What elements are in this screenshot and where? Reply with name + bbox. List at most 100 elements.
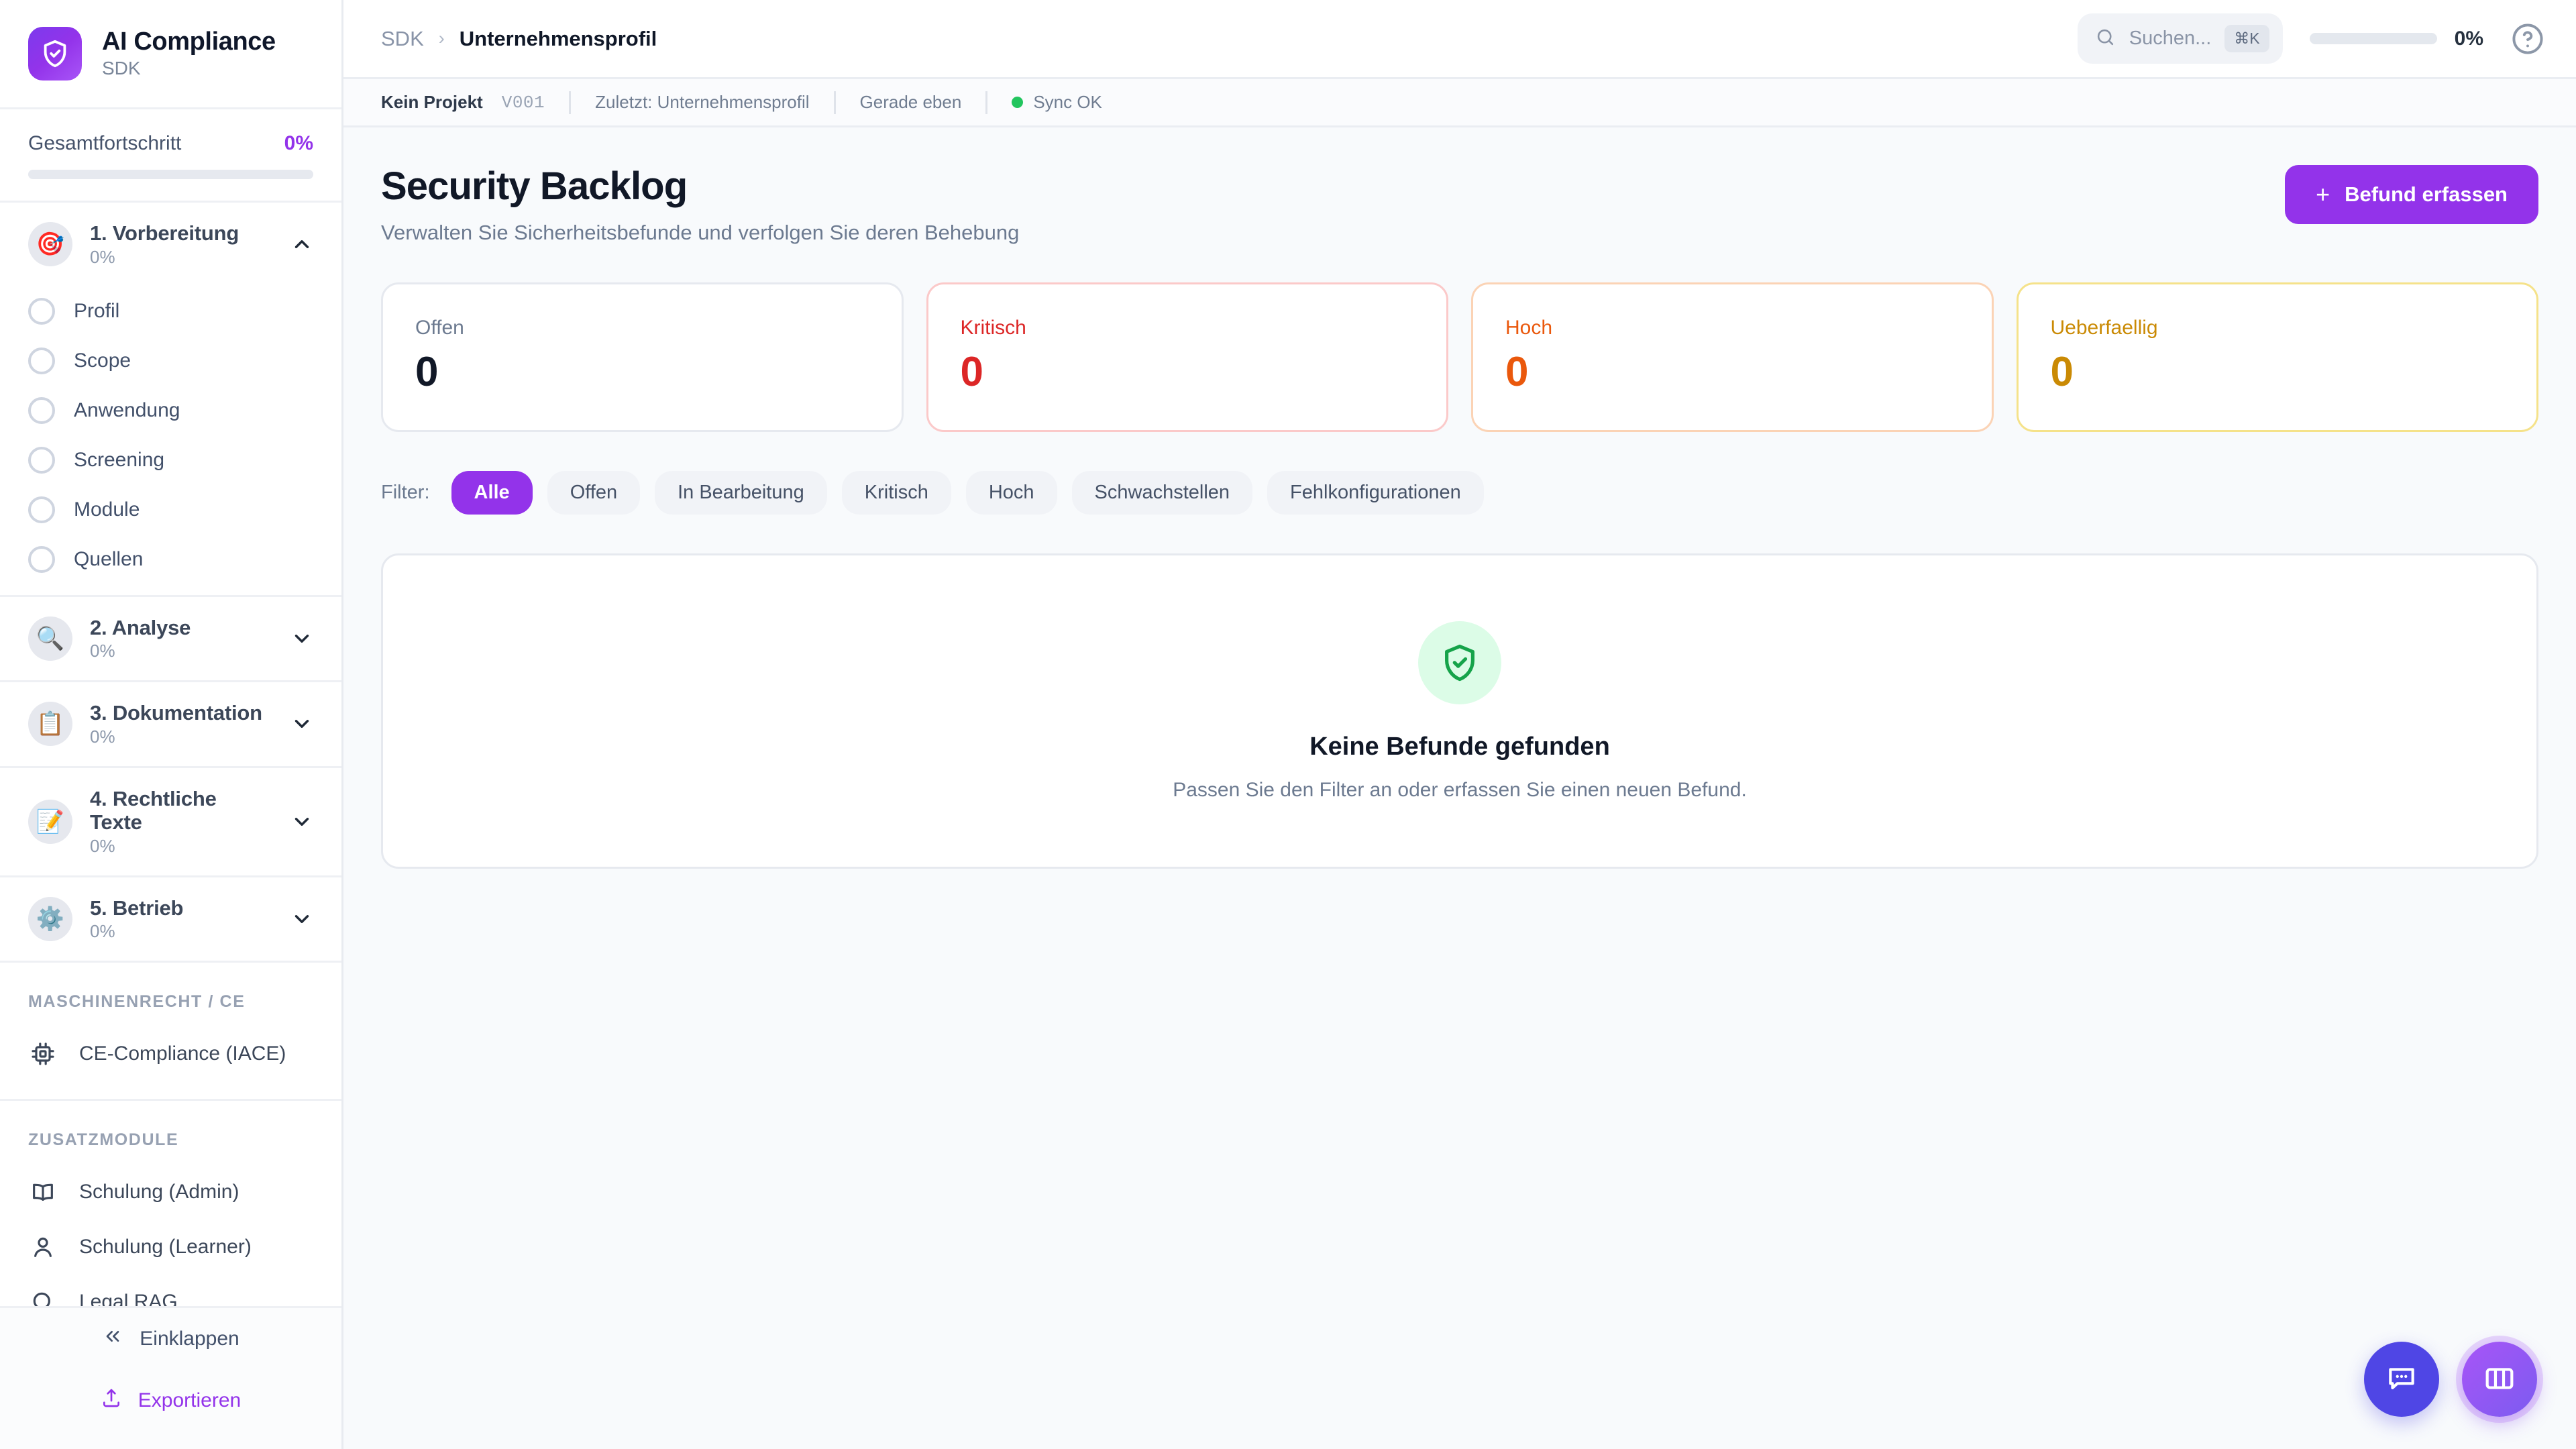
sidebar-item-label: Schulung (Learner): [79, 1236, 252, 1258]
chevron-right-icon: ›: [438, 28, 445, 48]
topbar: SDK › Unternehmensprofil Suchen... ⌘K: [343, 0, 2576, 79]
phase-name: 4. Rechtliche Texte: [90, 786, 217, 835]
sidebar-item-anwendung[interactable]: Anwendung: [0, 386, 341, 435]
filter-chip-fehlkonfigurationen[interactable]: Fehlkonfigurationen: [1267, 471, 1484, 515]
add-finding-button[interactable]: + Befund erfassen: [2285, 165, 2538, 224]
status-radio-icon: [28, 297, 55, 325]
brand-title: AI Compliance: [102, 27, 276, 56]
filter-chip-schwachstellen[interactable]: Schwachstellen: [1071, 471, 1253, 515]
status-radio-icon: [28, 347, 55, 374]
status-radio-icon: [28, 396, 55, 424]
chevron-down-icon[interactable]: [290, 908, 313, 930]
sidebar-item-quellen[interactable]: Quellen: [0, 535, 341, 584]
phase-progress: 0%: [90, 835, 115, 856]
page-subtitle: Verwalten Sie Sicherheitsbefunde und ver…: [381, 220, 1020, 244]
sidebar-phase-1-vorbereitung[interactable]: 🎯 1. Vorbereitung 0%: [0, 203, 341, 286]
filter-chip-offen[interactable]: Offen: [547, 471, 641, 515]
sidebar-item-label: Anwendung: [74, 398, 180, 421]
stat-card-hoch: Hoch 0: [1471, 282, 1994, 433]
brand-header[interactable]: AI Compliance SDK: [0, 0, 341, 109]
sidebar-item-schulung-admin[interactable]: Schulung (Admin): [0, 1165, 341, 1220]
breadcrumb-current: Unternehmensprofil: [459, 26, 657, 50]
breadcrumb: SDK › Unternehmensprofil: [381, 27, 657, 51]
chevron-down-icon[interactable]: [290, 810, 313, 833]
sidebar-phase-4-rechtliche-texte[interactable]: 📝 4. Rechtliche Texte 0%: [0, 768, 341, 875]
breadcrumb-root[interactable]: SDK: [381, 26, 424, 50]
overall-progress-label: Gesamtfortschritt: [28, 132, 182, 154]
chevron-down-icon[interactable]: [290, 712, 313, 735]
sidebar-item-schulung-learner[interactable]: Schulung (Learner): [0, 1220, 341, 1275]
sidebar-group: MASCHINENRECHT / CE CE-Compliance (IACE): [0, 963, 341, 1102]
divider: [0, 680, 341, 683]
search-input[interactable]: Suchen... ⌘K: [2077, 13, 2283, 64]
sidebar-phase: 📝 4. Rechtliche Texte 0%: [0, 768, 341, 877]
chevron-down-icon[interactable]: [290, 627, 313, 650]
sidebar-item-screening[interactable]: Screening: [0, 435, 341, 485]
sidebar-phase: 📋 3. Dokumentation 0%: [0, 682, 341, 768]
phase-subitems: Profil Scope Anwendung Screening Module Quell…: [0, 286, 341, 595]
sidebar-item-module[interactable]: Module: [0, 485, 341, 535]
sidebar-item-ce-compliance-iace[interactable]: CE-Compliance (IACE): [0, 1026, 341, 1081]
divider: [0, 961, 341, 963]
sidebar-group-header: MASCHINENRECHT / CE: [28, 992, 246, 1012]
sidebar-item-legal-rag[interactable]: Legal RAG: [0, 1275, 341, 1306]
chat-fab[interactable]: [2364, 1342, 2439, 1417]
topbar-progress-value: 0%: [2454, 27, 2483, 50]
sidebar-phase: ⚙️ 5. Betrieb 0%: [0, 877, 341, 963]
chevron-up-icon[interactable]: [290, 233, 313, 256]
cpu-chip-icon: [28, 1039, 58, 1069]
export-button[interactable]: Exportieren: [0, 1370, 341, 1432]
search-placeholder: Suchen...: [2129, 28, 2212, 49]
help-circle-icon[interactable]: [2510, 21, 2545, 56]
search-shortcut-badge: ⌘K: [2224, 25, 2269, 52]
phase-name: 3. Dokumentation: [90, 701, 262, 725]
sidebar-item-label: Profil: [74, 299, 120, 322]
status-radio-icon: [28, 545, 55, 573]
phase-progress: 0%: [90, 921, 115, 942]
collapse-sidebar-button[interactable]: Einklappen: [0, 1308, 341, 1370]
add-finding-label: Befund erfassen: [2345, 182, 2508, 206]
phase-emoji-icon: 🔍: [28, 616, 72, 661]
stat-value: 0: [960, 348, 983, 395]
sidebar-item-label: Screening: [74, 448, 165, 471]
book-open-icon: [28, 1177, 58, 1207]
phase-emoji-icon: 🎯: [28, 222, 72, 267]
filter-chip-in-bearbeitung[interactable]: In Bearbeitung: [655, 471, 827, 515]
panel-fab[interactable]: [2462, 1342, 2537, 1417]
plus-icon: +: [2316, 180, 2330, 208]
topbar-progress: 0%: [2309, 27, 2483, 50]
sidebar-phase: 🎯 1. Vorbereitung 0% Profil Scope Anwendung Sc…: [0, 203, 341, 597]
chat-bubble-icon: [2385, 1362, 2418, 1397]
empty-state-description: Passen Sie den Filter an oder erfassen S…: [1173, 778, 1747, 801]
meta-last: Zuletzt: Unternehmensprofil: [595, 92, 810, 112]
sidebar-phase-5-betrieb[interactable]: ⚙️ 5. Betrieb 0%: [0, 877, 341, 961]
sidebar-item-scope[interactable]: Scope: [0, 336, 341, 386]
phase-progress: 0%: [90, 726, 115, 747]
stat-value: 0: [1505, 348, 1529, 395]
stat-value: 0: [2050, 348, 2074, 395]
filter-chip-alle[interactable]: Alle: [451, 471, 533, 515]
filter-chip-hoch[interactable]: Hoch: [965, 471, 1057, 515]
status-radio-icon: [28, 496, 55, 523]
search-icon: [2095, 27, 2116, 51]
empty-state: Keine Befunde gefunden Passen Sie den Fi…: [381, 553, 2538, 869]
divider: [0, 875, 341, 877]
sidebar-item-label: Legal RAG: [79, 1291, 178, 1306]
module-groups: MASCHINENRECHT / CE CE-Compliance (IACE) Z…: [0, 963, 341, 1306]
filter-chip-kritisch[interactable]: Kritisch: [841, 471, 951, 515]
divider: [0, 765, 341, 768]
page-header-text: Security Backlog Verwalten Sie Sicherhei…: [381, 164, 1020, 245]
filter-chips: Alle Offen In Bearbeitung Kritisch Hoch Schwa…: [451, 471, 1484, 515]
collapse-sidebar-label: Einklappen: [140, 1328, 239, 1350]
sidebar-phase-3-dokumentation[interactable]: 📋 3. Dokumentation 0%: [0, 682, 341, 766]
meta-sync: Sync OK: [1033, 92, 1102, 112]
meta-divider: [833, 91, 836, 114]
meta-bar: Kein Projekt V001 Zuletzt: Unternehmensp…: [343, 79, 2576, 127]
stat-label: Hoch: [1505, 316, 1553, 339]
page-header: Security Backlog Verwalten Sie Sicherhei…: [381, 164, 2538, 245]
filter-label: Filter:: [381, 482, 430, 504]
sidebar-item-profil[interactable]: Profil: [0, 286, 341, 336]
phase-name: 2. Analyse: [90, 615, 191, 639]
sidebar-phase-2-analyse[interactable]: 🔍 2. Analyse 0%: [0, 597, 341, 681]
